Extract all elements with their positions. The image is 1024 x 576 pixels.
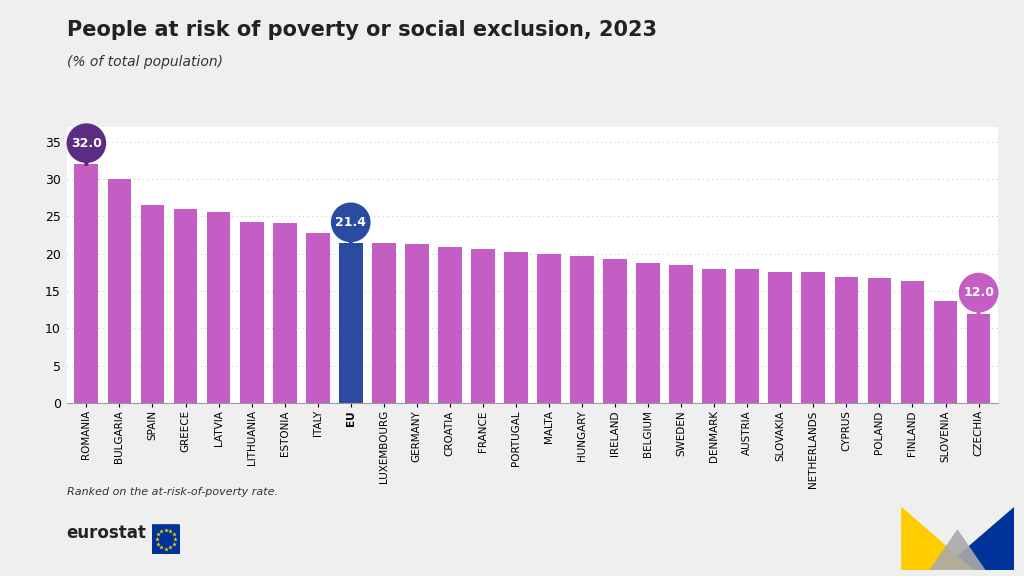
Bar (504, 252, 527, 403)
Bar (702, 268, 726, 403)
Polygon shape (930, 529, 985, 570)
Bar (339, 243, 362, 403)
Text: 21.4: 21.4 (335, 216, 367, 243)
Bar (240, 222, 263, 403)
Bar (108, 179, 131, 403)
Bar (75, 164, 98, 403)
Bar (835, 277, 858, 403)
Text: People at risk of poverty or social exclusion, 2023: People at risk of poverty or social excl… (67, 20, 656, 40)
Bar (967, 313, 990, 403)
Bar (272, 223, 297, 403)
Text: 12.0: 12.0 (964, 286, 994, 313)
Bar (471, 249, 495, 403)
Bar (603, 259, 627, 403)
Bar (306, 233, 330, 403)
Polygon shape (901, 507, 975, 570)
Text: 32.0: 32.0 (71, 137, 101, 164)
Bar (636, 263, 660, 403)
Bar (934, 301, 957, 403)
Bar (802, 272, 825, 403)
Text: (% of total population): (% of total population) (67, 55, 222, 69)
Bar (670, 265, 693, 403)
Polygon shape (940, 507, 1014, 570)
Bar (438, 247, 462, 403)
FancyBboxPatch shape (152, 524, 180, 554)
Bar (538, 255, 561, 403)
Bar (570, 256, 594, 403)
Bar (867, 278, 891, 403)
Bar (174, 209, 198, 403)
Text: Ranked on the at-risk-of-poverty rate.: Ranked on the at-risk-of-poverty rate. (67, 487, 278, 497)
Bar (404, 244, 429, 403)
Bar (372, 243, 395, 403)
Bar (768, 272, 793, 403)
Bar (140, 205, 165, 403)
Bar (735, 270, 759, 403)
Text: eurostat: eurostat (67, 524, 146, 542)
Bar (207, 212, 230, 403)
Bar (900, 282, 925, 403)
